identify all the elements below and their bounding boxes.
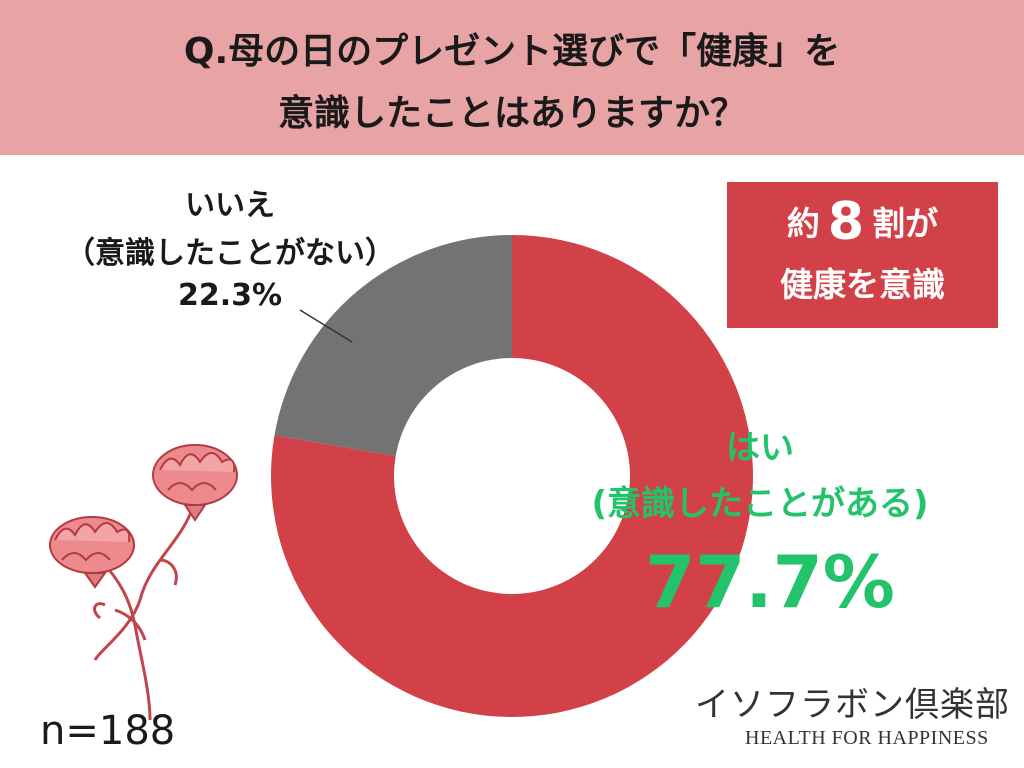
no-label-line2: （意識したことがない）	[65, 236, 395, 271]
slice-no	[274, 235, 512, 457]
callout-line-2: 健康を意識	[780, 265, 945, 304]
callout-number: 8	[827, 192, 865, 252]
brand-name: イソフラボン倶楽部	[695, 685, 1010, 725]
carnation-flower-bottom	[49, 516, 135, 589]
no-label-line1: いいえ	[185, 188, 275, 223]
callout-prefix: 約	[786, 204, 820, 243]
yes-label-line2: (意識したことがある)	[591, 484, 929, 524]
question-line-1: Q.母の日のプレゼント選びで「健康」を	[183, 31, 841, 72]
summary-callout: 約 8 割が 健康を意識	[727, 182, 998, 328]
question-line-2: 意識したことはありますか？	[277, 93, 746, 134]
slice-yes	[271, 235, 753, 718]
yes-label-line1: はい	[726, 428, 794, 468]
callout-suffix: 割が	[872, 204, 939, 243]
no-value-label: 22.3%	[177, 278, 283, 313]
no-leader-line	[299, 309, 353, 343]
carnation-flower-top	[152, 444, 238, 522]
question-header: Q.母の日のプレゼント選びで「健康」を 意識したことはありますか？	[0, 0, 1024, 155]
sample-size: n=188	[40, 708, 176, 754]
brand-tagline: HEALTH FOR HAPPINESS	[745, 727, 989, 749]
yes-value-label: 77.7%	[645, 540, 895, 624]
donut-slices	[271, 235, 753, 718]
